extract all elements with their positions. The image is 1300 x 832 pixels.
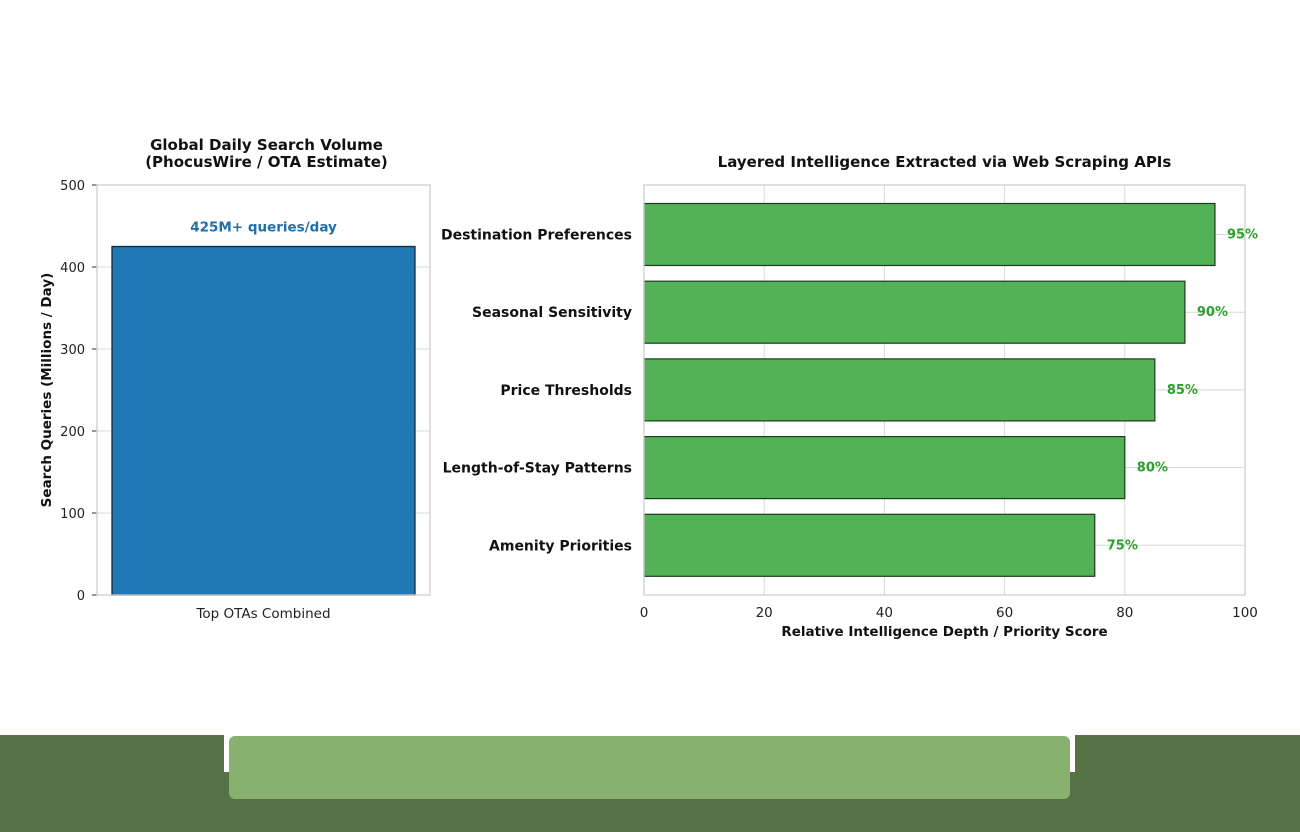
left-chart-title-line2: (PhocusWire / OTA Estimate) xyxy=(145,153,388,171)
footer-tab-right xyxy=(1075,735,1300,772)
right-bar-value-label: 80% xyxy=(1137,461,1168,476)
footer-tab-left xyxy=(0,735,224,772)
right-bar-value-label: 90% xyxy=(1197,305,1228,320)
left-y-axis-label: Search Queries (Millions / Day) xyxy=(39,273,55,508)
left-ytick-label: 500 xyxy=(60,179,85,194)
left-category-label: Top OTAs Combined xyxy=(195,606,330,622)
right-bar-value-label: 95% xyxy=(1227,228,1258,243)
right-x-axis-label: Relative Intelligence Depth / Priority S… xyxy=(781,624,1107,640)
left-bar-value-label: 425M+ queries/day xyxy=(190,220,337,236)
right-bar xyxy=(643,358,1156,422)
right-bar-value-label: 75% xyxy=(1107,538,1138,553)
footer-bar xyxy=(229,736,1070,799)
left-ytick-label: 300 xyxy=(60,343,85,358)
right-plot-frame xyxy=(643,184,1246,596)
right-xtick-label: 0 xyxy=(640,605,649,621)
right-chart-title: Layered Intelligence Extracted via Web S… xyxy=(718,153,1172,171)
right-category-label: Amenity Priorities xyxy=(489,538,632,554)
left-ytick-label: 400 xyxy=(60,261,85,276)
right-bar xyxy=(643,513,1096,577)
left-bar xyxy=(111,245,416,596)
left-plot-frame xyxy=(96,184,431,596)
right-xtick-label: 80 xyxy=(1116,605,1133,621)
left-chart-title-line1: Global Daily Search Volume xyxy=(150,136,383,154)
right-category-label: Price Thresholds xyxy=(500,383,632,399)
right-category-label: Seasonal Sensitivity xyxy=(472,305,632,321)
left-ytick-label: 200 xyxy=(60,425,85,440)
right-category-label: Length-of-Stay Patterns xyxy=(443,461,632,477)
right-bar-value-label: 85% xyxy=(1167,383,1198,398)
right-xtick-label: 40 xyxy=(876,605,893,621)
right-xtick-label: 100 xyxy=(1232,605,1258,621)
left-ytick-label: 0 xyxy=(77,589,85,604)
right-bar xyxy=(643,202,1216,267)
right-bar xyxy=(643,280,1186,344)
right-xtick-label: 60 xyxy=(996,605,1013,621)
right-category-label: Destination Preferences xyxy=(441,228,632,244)
right-xtick-label: 20 xyxy=(756,605,773,621)
left-ytick-label: 100 xyxy=(60,507,85,522)
right-bar xyxy=(643,436,1126,500)
